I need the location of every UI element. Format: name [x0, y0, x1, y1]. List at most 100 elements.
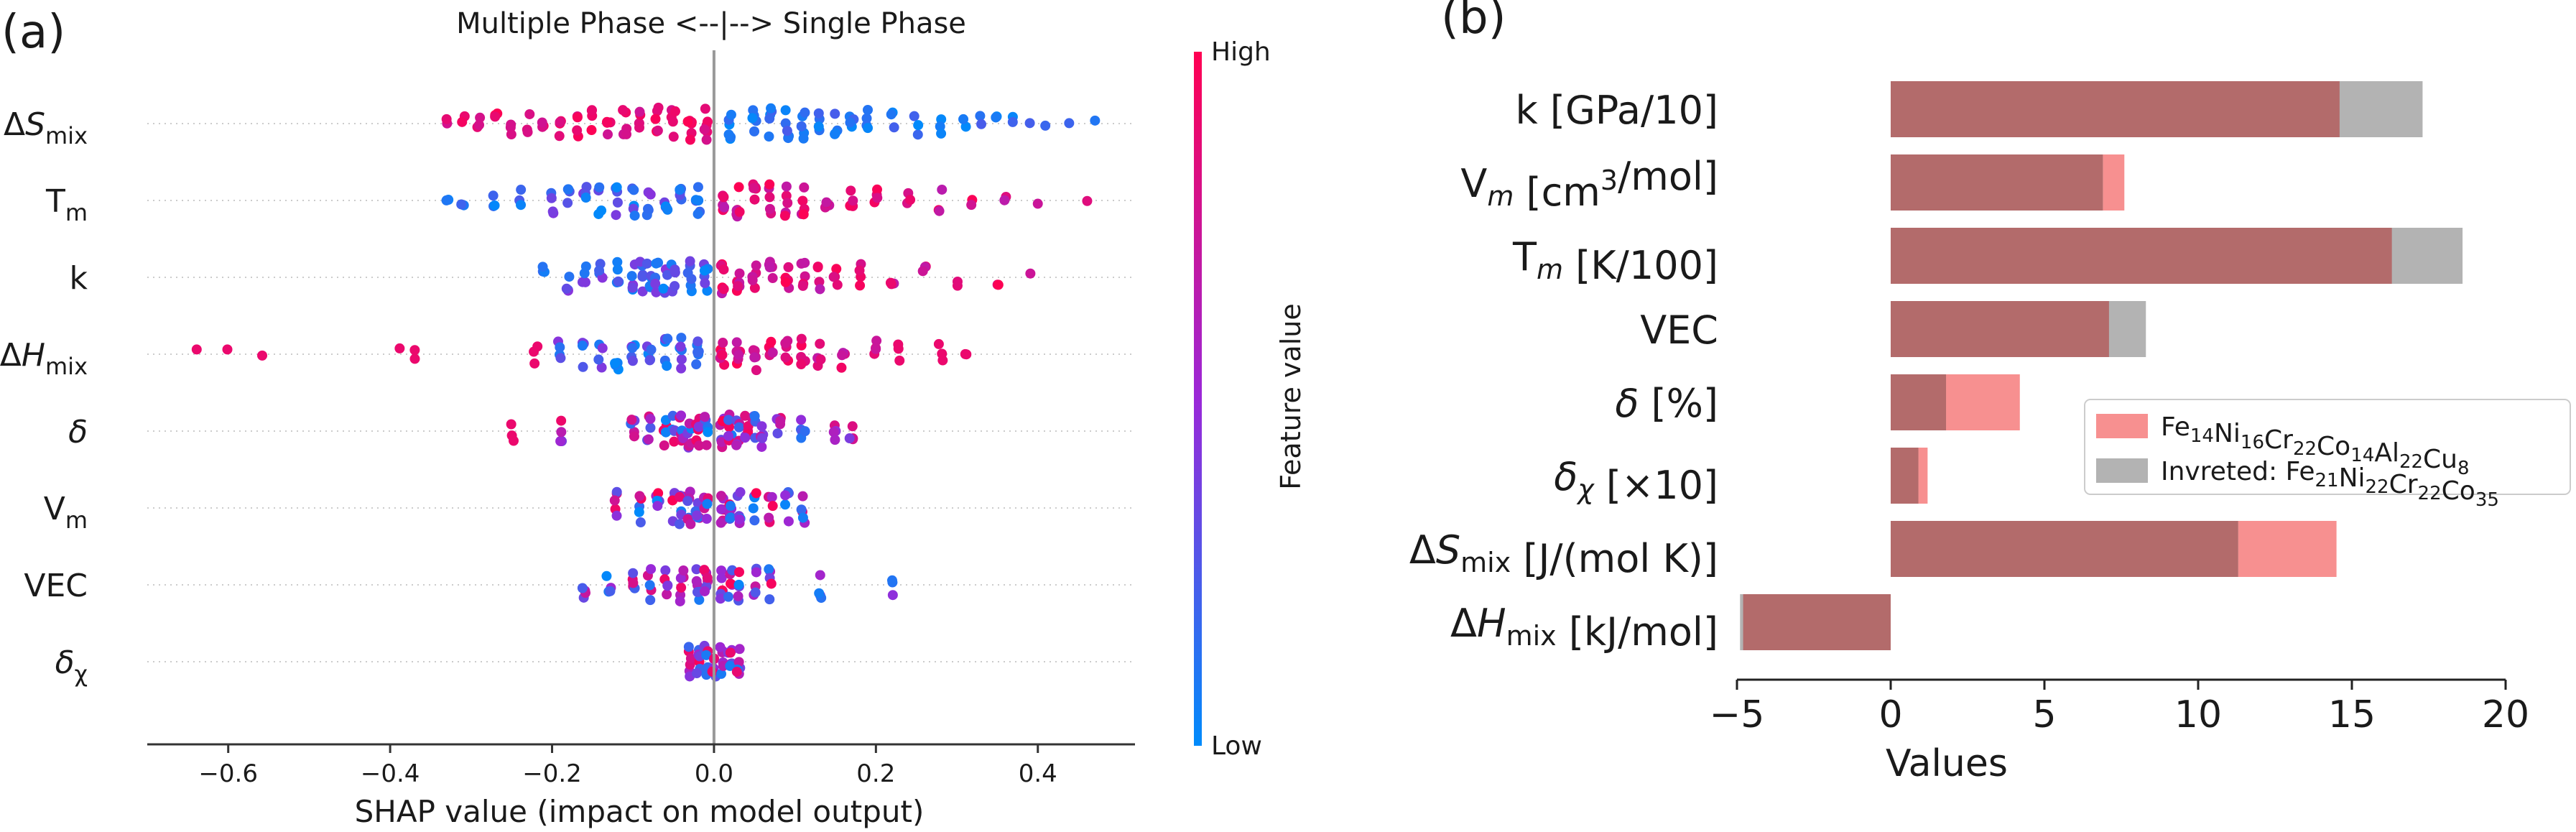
shap-point — [692, 510, 703, 521]
shap-point — [749, 194, 760, 205]
shap-point — [611, 486, 622, 497]
shap-point — [723, 415, 734, 425]
shap-point — [1040, 120, 1051, 131]
shap-point — [796, 121, 807, 131]
shap-point — [634, 106, 645, 117]
shap-point — [733, 579, 744, 590]
shap-point — [675, 341, 686, 352]
shap-point — [675, 185, 685, 195]
shap-point — [756, 421, 767, 432]
shap-point — [782, 198, 793, 208]
shap-point — [699, 565, 710, 576]
shap-point — [650, 278, 661, 289]
shap-point — [815, 338, 825, 349]
shap-point — [658, 283, 669, 294]
shap-point — [725, 578, 736, 589]
shap-point — [780, 277, 791, 287]
shap-point — [799, 182, 810, 193]
shap-point — [662, 361, 672, 371]
shap-point — [767, 347, 778, 358]
shap-point — [555, 436, 566, 447]
shap-point — [627, 356, 638, 366]
shap-point — [601, 570, 612, 581]
shap-point — [796, 359, 807, 370]
feature-label: δ — [68, 414, 88, 450]
shap-point — [653, 488, 664, 499]
shap-point — [764, 262, 775, 273]
shap-point — [555, 117, 565, 128]
shap-point — [694, 594, 705, 605]
shap-point — [764, 179, 775, 190]
shap-point — [618, 105, 629, 116]
shap-point — [894, 355, 905, 366]
shap-point — [716, 565, 727, 576]
shap-point — [723, 129, 734, 140]
x-axis-ticks: −0.6 −0.4 −0.2 0.0 0.2 0.4 — [198, 744, 1057, 788]
shap-point — [690, 195, 701, 205]
shap-point — [740, 433, 751, 443]
shap-point — [749, 182, 759, 193]
shap-point — [832, 279, 843, 290]
bar-overlap — [1743, 594, 1891, 650]
bar-overlap — [1891, 448, 1919, 504]
shap-point — [764, 114, 775, 124]
shap-point — [191, 344, 202, 355]
shap-point — [800, 257, 810, 268]
shap-point — [747, 113, 758, 124]
shap-point — [603, 129, 613, 140]
shap-point — [751, 260, 761, 271]
shap-point — [845, 117, 856, 128]
shap-point — [734, 268, 745, 279]
shap-point — [715, 491, 726, 501]
shap-point — [641, 258, 652, 269]
shap-point — [537, 117, 547, 128]
bar-overlap — [1891, 374, 1947, 430]
shap-point — [409, 353, 420, 364]
shap-point — [597, 343, 608, 353]
shap-point — [726, 512, 736, 523]
shap-point — [516, 185, 527, 195]
shap-point — [815, 354, 826, 365]
shap-point — [937, 184, 948, 195]
shap-point — [749, 411, 760, 422]
shap-point — [628, 578, 639, 588]
shap-point — [645, 413, 656, 424]
shap-point — [701, 440, 712, 450]
shap-point — [692, 347, 703, 358]
shap-point — [887, 590, 898, 601]
shap-point — [700, 278, 710, 289]
shap-point — [716, 573, 727, 583]
shap-point — [554, 131, 565, 142]
shap-point — [577, 583, 588, 593]
shap-point — [660, 565, 671, 576]
shap-point — [676, 410, 687, 421]
feature-label: k — [70, 260, 88, 297]
shap-point — [734, 514, 745, 524]
shap-point — [780, 499, 791, 510]
shap-point — [691, 564, 702, 575]
shap-point — [701, 134, 712, 145]
shap-point — [885, 277, 896, 288]
shap-point — [529, 346, 539, 357]
shap-point — [726, 109, 736, 120]
shap-point — [800, 271, 810, 282]
shap-point — [626, 415, 637, 425]
panel-label-a: (a) — [1, 6, 65, 59]
shap-point — [611, 182, 622, 193]
shap-point — [905, 195, 916, 205]
shap-point — [676, 363, 687, 374]
shap-point — [634, 122, 645, 133]
shap-point — [775, 415, 786, 426]
shap-point — [767, 501, 778, 512]
shap-point — [547, 206, 558, 217]
shap-point — [564, 272, 575, 282]
shap-point — [692, 182, 703, 193]
shap-point — [662, 204, 673, 215]
shap-point — [516, 200, 527, 211]
shap-point — [872, 184, 883, 195]
shap-point — [691, 576, 702, 586]
shap-point — [675, 491, 685, 502]
shap-point — [733, 657, 744, 667]
shap-point — [613, 276, 624, 287]
